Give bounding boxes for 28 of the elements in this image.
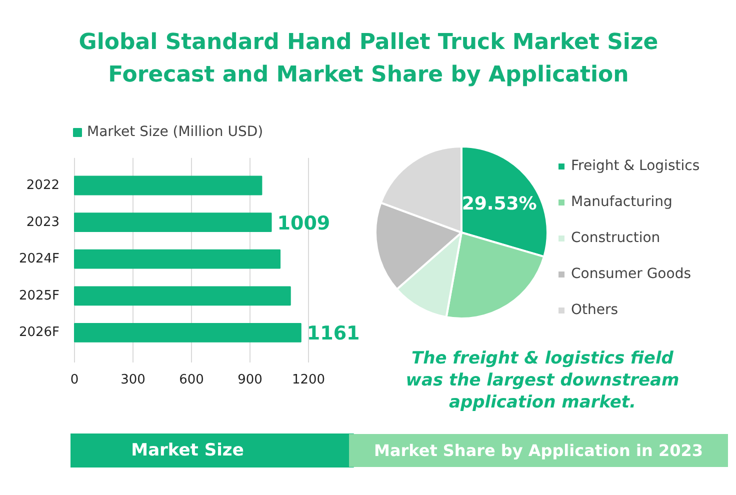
legend-label: Consumer Goods bbox=[571, 266, 691, 282]
data-label: 29.53% bbox=[462, 194, 537, 215]
legend-label: Market Size (Million USD) bbox=[87, 124, 264, 140]
legend-label: Others bbox=[571, 302, 618, 318]
text: Market Share by Application in 2023 bbox=[374, 441, 703, 460]
bar bbox=[74, 323, 302, 342]
y-tick-label: 2024F bbox=[18, 252, 60, 267]
legend-label: Freight & Logistics bbox=[571, 158, 700, 174]
text: Market Size bbox=[131, 440, 244, 460]
x-tick-label: 1200 bbox=[292, 372, 326, 388]
bar bbox=[74, 176, 262, 196]
data-label: 1161 bbox=[306, 322, 360, 345]
data-label: 1009 bbox=[277, 212, 330, 234]
legend-label: Construction bbox=[571, 230, 660, 246]
y-tick-label: 2025F bbox=[18, 288, 60, 304]
legend-label: Manufacturing bbox=[571, 194, 672, 210]
y-tick-label: 2026F bbox=[18, 325, 60, 340]
x-tick-label: 900 bbox=[238, 372, 262, 388]
y-tick-label: 2022 bbox=[26, 178, 60, 193]
bar bbox=[74, 249, 281, 269]
y-tick-label: 2023 bbox=[26, 214, 60, 230]
text: The freight & logistics field was the largest downstream application market. bbox=[406, 348, 680, 412]
bar bbox=[74, 286, 291, 306]
text: Global Standard Hand Pallet Truck Market Size Forecast and Market Share by Application bbox=[78, 30, 658, 88]
x-tick-label: 0 bbox=[70, 372, 79, 388]
bar bbox=[74, 212, 272, 232]
x-tick-label: 600 bbox=[179, 372, 204, 388]
x-tick-label: 300 bbox=[120, 372, 146, 388]
